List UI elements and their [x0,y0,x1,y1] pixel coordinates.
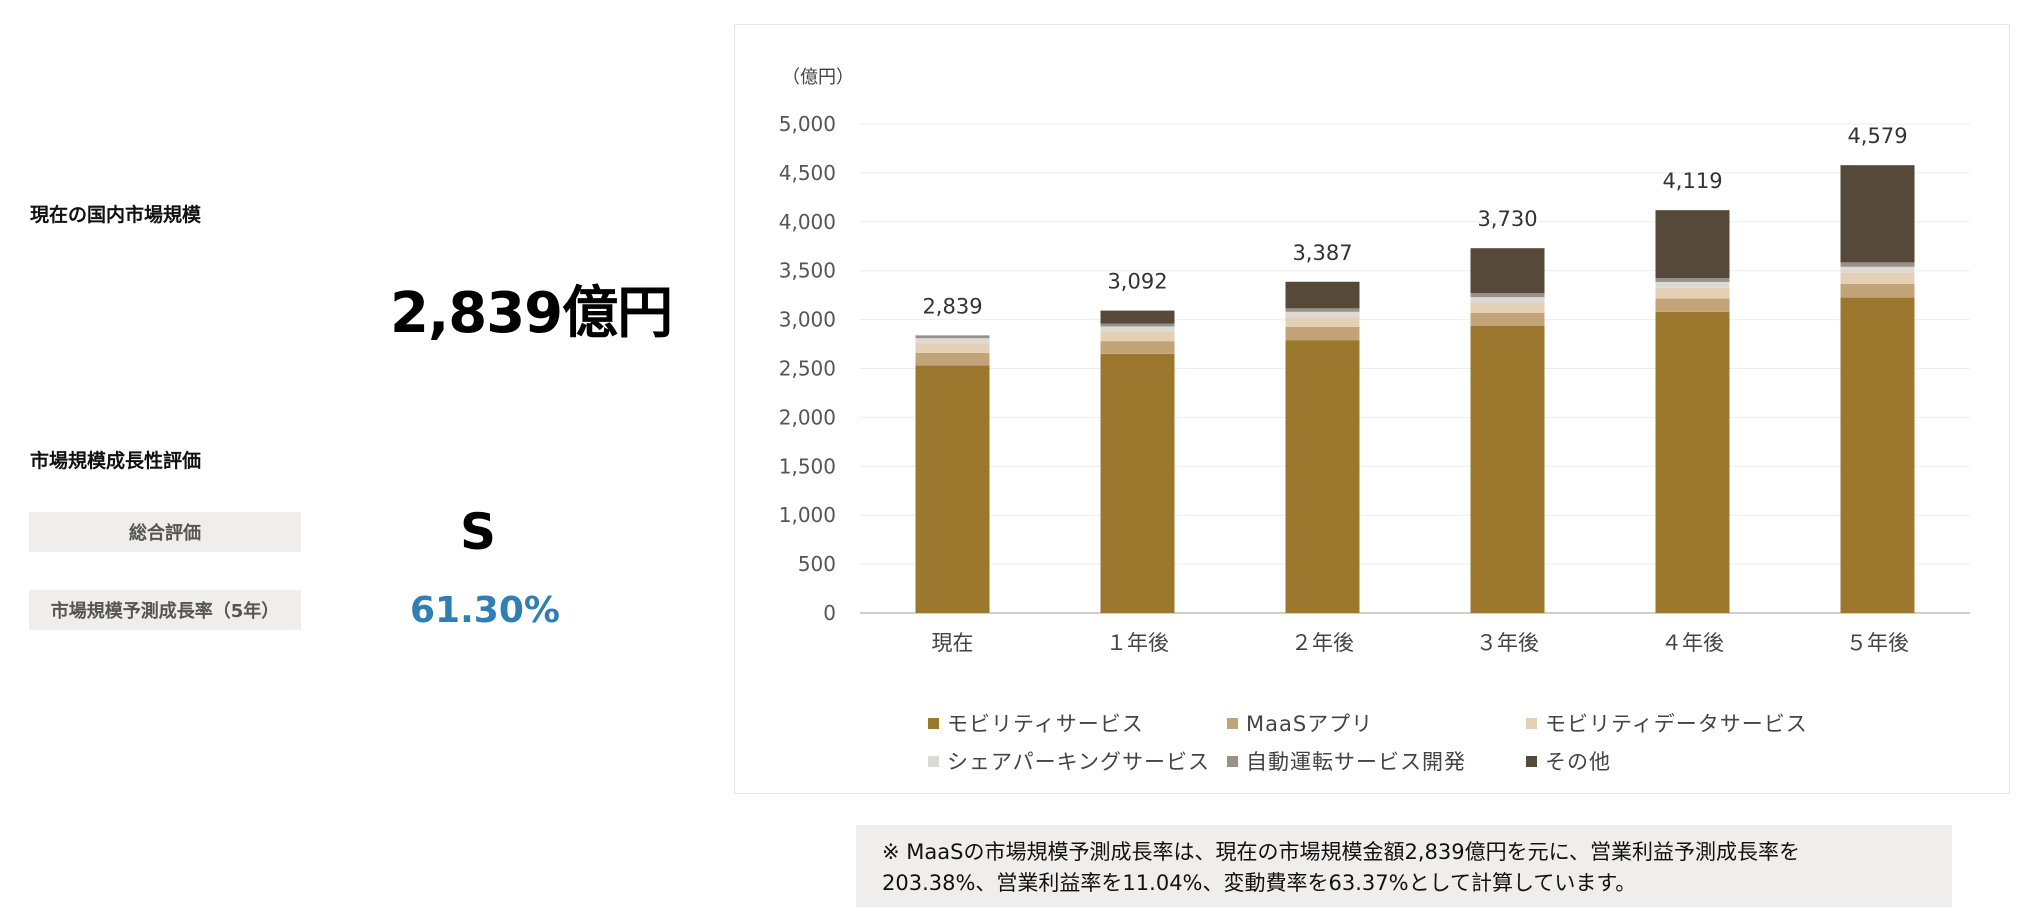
grid-lines [860,123,1970,614]
total-label: 3,730 [1477,207,1537,231]
bar-segment [1285,311,1360,318]
x-tick-label: ４年後 [1661,631,1724,655]
y-tick-label: 1,000 [779,503,836,527]
x-tick-label: １年後 [1106,631,1169,655]
bar-segment [1100,326,1175,332]
bar-segment [1655,311,1730,613]
bar-segment [1840,272,1915,284]
bar-segment [1655,210,1730,279]
bar-segment [1840,266,1915,273]
y-tick-label: 4,500 [779,161,836,185]
bar-segment [1840,297,1915,613]
bar-segment [1470,293,1545,298]
footnote-line-2: 203.38%、営業利益率を11.04%、変動費率を63.37%として計算してい… [882,871,1637,895]
current-market-size-label: 現在の国内市場規模 [30,204,202,226]
legend: モビリティサービス MaaSアプリ モビリティデータサービス シェアパーキングサ… [928,708,1807,788]
growth-rate-value: 61.30% [410,590,560,631]
y-tick-label: 1,500 [779,454,836,478]
bar-segment [1285,340,1360,613]
bar-segment [1655,281,1730,288]
bar-segment [1470,312,1545,326]
y-tick-label: 4,000 [779,210,836,234]
total-label: 4,119 [1662,169,1722,193]
stacked-bar-chart: 0 500 1,000 1,500 2,000 2,500 3,000 3,500 4,000 4… [779,112,1970,655]
footnote-box: ※ MaaSの市場規模予測成長率は、現在の市場規模金額2,839億円を元に、営業… [856,825,1952,907]
legend-item-other: その他 [1526,746,1611,776]
bar-segment [915,352,990,366]
y-tick-label: 2,000 [779,405,836,429]
x-tick-label: ３年後 [1476,631,1539,655]
total-label: 2,839 [922,294,982,318]
bar-segment [915,335,990,339]
y-axis: 0 500 1,000 1,500 2,000 2,500 3,000 3,500 4,000 4… [779,112,836,625]
total-label: 3,092 [1107,270,1167,294]
total-label: 4,579 [1847,124,1907,148]
bar-segment [915,343,990,353]
legend-item-share-parking: シェアパーキングサービス [928,746,1210,776]
y-tick-label: 2,500 [779,357,836,381]
bar-segment [915,338,990,344]
total-labels: 2,839 3,092 3,387 3,730 4,119 4,579 [922,124,1907,318]
legend-swatch [1526,717,1537,729]
growth-rate-label: 市場規模予測成長率（5年） [29,590,301,630]
legend-item-mobility-service: モビリティサービス [928,708,1144,738]
footnote-line-1: ※ MaaSの市場規模予測成長率は、現在の市場規模金額2,839億円を元に、営業… [882,840,1800,864]
bar-segment [1100,341,1175,354]
legend-label: その他 [1545,750,1611,774]
bar-segment [1470,302,1545,313]
y-tick-label: 3,500 [779,259,836,283]
current-market-size-value: 2,839億円 [390,281,673,346]
bar-segment [1655,287,1730,299]
legend-label: モビリティデータサービス [1545,712,1808,736]
bar-segment [1655,278,1730,282]
overall-rating-value: S [460,503,497,561]
bar-segment [1100,331,1175,342]
y-tick-label: 3,000 [779,308,836,332]
bar-segment [1100,323,1175,327]
legend-swatch [1227,717,1238,729]
growth-evaluation-label: 市場規模成長性評価 [30,450,202,472]
legend-label: MaaSアプリ [1246,712,1374,736]
x-tick-label: ５年後 [1846,631,1909,655]
legend-item-autonomous-driving: 自動運転サービス開発 [1227,746,1466,776]
legend-swatch [928,717,939,729]
bar-segment [1470,297,1545,303]
y-tick-label: 5,000 [779,112,836,136]
overall-rating-label: 総合評価 [29,512,301,552]
y-tick-label: 0 [823,601,836,625]
x-tick-label: 現在 [932,631,974,655]
legend-swatch [928,755,939,767]
legend-label: シェアパーキングサービス [947,750,1210,774]
bar-segment [1100,310,1175,324]
legend-item-mobility-data-service: モビリティデータサービス [1526,708,1808,738]
total-label: 3,387 [1292,241,1352,265]
legend-swatch [1526,755,1537,767]
bar-segment [1470,325,1545,613]
legend-label: 自動運転サービス開発 [1246,750,1466,774]
x-tick-label: ２年後 [1291,631,1354,655]
y-unit-label: （億円） [782,67,854,88]
y-tick-label: 500 [798,552,836,576]
bars [915,165,1915,613]
x-axis: 現在 １年後 ２年後 ３年後 ４年後 ５年後 [932,631,1910,655]
legend-label: モビリティサービス [947,712,1144,736]
bar-segment [1655,298,1730,312]
legend-swatch [1227,755,1238,767]
bar-segment [915,365,990,613]
bar-segment [1470,248,1545,294]
bar-segment [1840,262,1915,267]
bar-segment [1840,283,1915,298]
bar-segment [1285,317,1360,327]
bar-segment [1285,281,1360,309]
bar-segment [1285,308,1360,312]
bar-segment [1100,353,1175,613]
legend-item-maas-app: MaaSアプリ [1227,708,1373,738]
bar-segment [1285,326,1360,341]
bar-segment [1840,165,1915,263]
